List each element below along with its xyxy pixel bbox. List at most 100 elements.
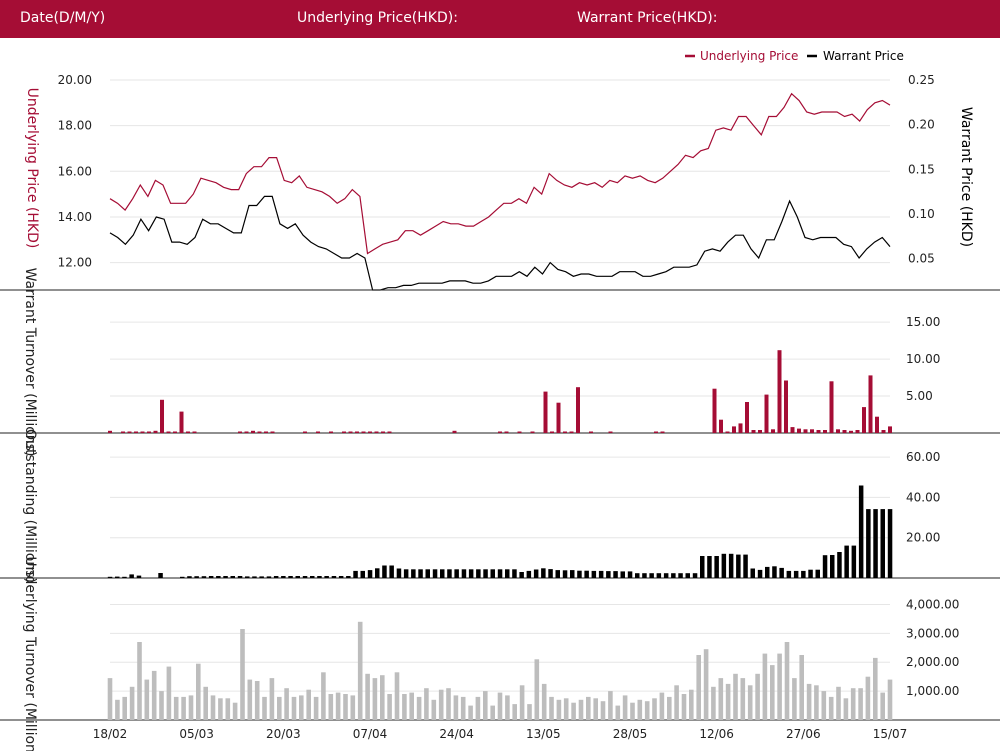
- underlying-turnover-bar: [240, 629, 245, 720]
- underlying-turnover-bar: [475, 696, 481, 720]
- warrant-turnover-bar: [381, 431, 385, 433]
- warrant-turnover-bar: [147, 431, 151, 433]
- warrant-turnover-bar: [361, 431, 366, 433]
- underlying-turnover-bar: [468, 705, 473, 720]
- outstanding-bar: [548, 569, 553, 578]
- warrant-turnover-bar: [368, 431, 372, 433]
- underlying-turnover-bar: [144, 679, 150, 720]
- underlying-turnover-bar: [681, 694, 687, 720]
- underlying-turnover-bar: [578, 699, 584, 720]
- underlying-turnover-bar: [210, 695, 216, 720]
- warrant-turnover-bar: [563, 431, 567, 433]
- left-tick-label: 16.00: [58, 164, 92, 178]
- outstanding-bar: [649, 573, 654, 578]
- outstanding-tick-label: 60.00: [906, 450, 940, 464]
- underlying-turnover-bar: [652, 698, 657, 720]
- outstanding-bar: [598, 570, 604, 578]
- warrant-turnover-bar: [855, 430, 860, 433]
- warrant-turnover-bar: [140, 431, 145, 433]
- outstanding-bar: [851, 545, 857, 578]
- warrant-turnover-bar: [517, 431, 522, 433]
- underlying-turnover-bar: [762, 653, 768, 720]
- outstanding-bar: [396, 568, 402, 578]
- warrant-turnover-bar: [660, 431, 665, 433]
- outstanding-bar: [411, 569, 416, 578]
- underlying-turnover-bar: [733, 673, 738, 720]
- outstanding-bar: [353, 570, 358, 578]
- outstanding-bar: [266, 576, 272, 578]
- underlying-turnover-bar: [571, 702, 576, 720]
- outstanding-bar: [577, 570, 582, 578]
- warrant-turnover-bar: [108, 430, 112, 433]
- underlying-turnover-bar: [291, 696, 297, 720]
- underlying-turnover-bar: [718, 678, 724, 720]
- warrant-turnover-bar: [153, 430, 158, 433]
- warrant-price-line: [109, 195, 891, 291]
- underlying-turnover-bar: [416, 696, 422, 720]
- warrant-turnover-bar: [173, 431, 177, 433]
- outstanding-bar: [288, 576, 293, 578]
- underlying-turnover-bar: [159, 691, 164, 720]
- outstanding-bar: [310, 576, 315, 578]
- x-tick-label: 27/06: [786, 727, 821, 741]
- underlying-turnover-bar: [151, 670, 157, 720]
- underlying-turnover-bar: [306, 689, 311, 720]
- date-label: Date(D/M/Y): [20, 10, 106, 26]
- warrant-turnover-tick-label: 15.00: [906, 315, 940, 329]
- outstanding-bar: [541, 568, 546, 578]
- x-tick-label: 12/06: [699, 727, 734, 741]
- underlying-turnover-bar: [107, 678, 113, 720]
- warrant-turnover-bar: [751, 430, 756, 433]
- underlying-turnover-bar: [850, 688, 856, 720]
- warrant-turnover-bar: [238, 431, 242, 433]
- underlying-turnover-bar: [460, 696, 466, 720]
- underlying-turnover-bar: [173, 696, 179, 720]
- underlying-turnover-bar: [387, 694, 392, 720]
- outstanding-bar: [801, 570, 806, 578]
- outstanding-bar: [663, 573, 669, 578]
- warrant-turnover-bar: [270, 431, 275, 433]
- warrant-turnover-bar: [810, 429, 814, 433]
- outstanding-bar: [382, 565, 387, 578]
- outstanding-bar: [281, 576, 286, 578]
- underlying-turnover-bar: [328, 694, 334, 720]
- underlying-turnover-bar: [269, 678, 275, 720]
- outstanding-bar: [750, 568, 755, 578]
- outstanding-bar: [107, 576, 113, 578]
- outstanding-bar: [873, 509, 878, 578]
- outstanding-bar: [403, 569, 409, 578]
- underlying-turnover-bar: [674, 685, 679, 720]
- underlying-turnover-bar: [254, 681, 260, 720]
- right-tick-label: 0.15: [908, 162, 935, 176]
- underlying-turnover-bar: [836, 686, 841, 720]
- outstanding-bar: [447, 569, 452, 578]
- underlying-turnover-bar: [299, 695, 304, 720]
- underlying-turnover-bar: [335, 692, 341, 720]
- outstanding-bar: [115, 576, 120, 578]
- warrant-price-label: Warrant Price(HKD):: [577, 10, 718, 26]
- outstanding-bar: [837, 552, 842, 578]
- underlying-turnover-bar: [232, 702, 238, 720]
- outstanding-bar: [432, 569, 438, 578]
- warrant-turnover-bar: [121, 431, 125, 433]
- underlying-turnover-bar: [203, 686, 208, 720]
- warrant-turnover-bar: [127, 431, 132, 433]
- outstanding-bar: [367, 570, 373, 578]
- underlying-turnover-axis-title: Underlying Turnover (Millions): [22, 556, 38, 751]
- underlying-turnover-bar: [483, 691, 488, 720]
- underlying-turnover-bar: [740, 678, 746, 720]
- underlying-turnover-bar: [615, 705, 621, 720]
- underlying-turnover-bar: [424, 688, 429, 720]
- outstanding-bar: [346, 576, 351, 578]
- warrant-turnover-bar: [160, 399, 164, 434]
- outstanding-bar: [418, 569, 423, 578]
- outstanding-bar: [858, 485, 864, 578]
- outstanding-bar: [779, 567, 784, 578]
- underlying-turnover-bar: [725, 683, 731, 720]
- underlying-turnover-bar: [453, 695, 459, 720]
- right-tick-label: 0.10: [908, 207, 935, 221]
- warrant-turnover-bar: [355, 431, 359, 433]
- underlying-turnover-bar: [806, 683, 812, 720]
- warrant-turnover-bar: [550, 431, 554, 433]
- underlying-turnover-bar: [343, 694, 348, 720]
